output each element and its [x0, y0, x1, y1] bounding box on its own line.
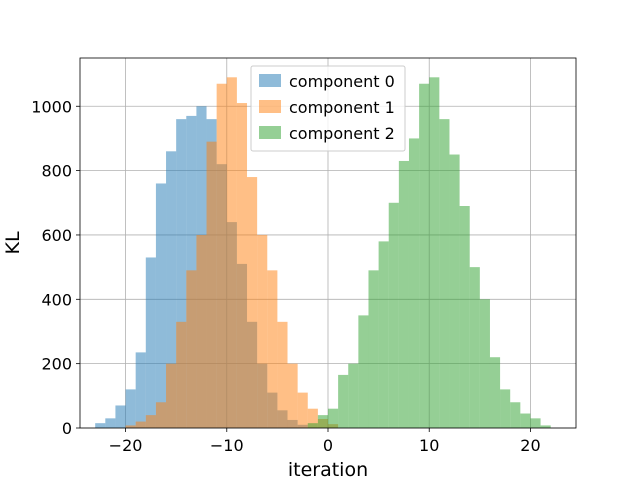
histogram-bar	[348, 363, 359, 428]
histogram-bar	[186, 270, 197, 428]
histogram-bar	[267, 270, 278, 428]
histogram-bar	[540, 425, 551, 428]
histogram-bar	[226, 77, 237, 428]
histogram-bar	[166, 363, 177, 428]
histogram-bar	[155, 183, 167, 428]
histogram-bar	[469, 267, 480, 428]
histogram-bar	[247, 177, 258, 428]
y-tick-label: 800	[41, 162, 72, 181]
histogram-bar	[338, 374, 349, 428]
histogram-bar	[105, 418, 116, 428]
histogram-bar	[408, 138, 420, 428]
histogram-bar	[398, 160, 409, 428]
histogram-bar	[500, 389, 511, 428]
legend-box	[250, 65, 406, 152]
x-tick-label: 0	[323, 436, 333, 455]
histogram-bar	[277, 321, 288, 428]
histogram-bar	[520, 413, 531, 428]
x-tick-label: 20	[520, 436, 540, 455]
histogram-bar	[257, 234, 268, 428]
histogram-bar	[135, 352, 146, 428]
series-2-bars	[307, 77, 551, 429]
histogram-bar	[368, 270, 379, 428]
histogram-bar	[125, 425, 136, 428]
x-tick-label: 10	[419, 436, 439, 455]
histogram-bar	[95, 423, 106, 428]
histogram-bar	[479, 299, 490, 428]
legend-label: component 2	[289, 124, 395, 143]
histogram-bar	[378, 241, 389, 428]
legend-label: component 1	[289, 98, 395, 117]
y-axis-label: KL	[2, 231, 24, 254]
histogram-bar	[236, 103, 248, 428]
histogram-bar	[115, 405, 126, 428]
histogram-bar	[125, 389, 136, 428]
x-tick-label: −20	[109, 436, 143, 455]
histogram-bar	[449, 154, 460, 429]
y-tick-label: 200	[41, 355, 72, 374]
histogram-bar	[328, 408, 339, 428]
y-tick-label: 600	[41, 226, 72, 245]
histogram-bar	[530, 418, 541, 428]
histogram-bar	[439, 119, 450, 428]
histogram-bars	[95, 77, 551, 429]
histogram-bar	[459, 206, 470, 428]
histogram-bar	[166, 151, 177, 428]
legend-swatch	[259, 100, 281, 113]
histogram-bar	[317, 415, 328, 428]
legend-swatch	[259, 74, 281, 87]
histogram-bar	[206, 141, 217, 429]
histogram-bar	[287, 363, 298, 428]
histogram-bar	[358, 315, 369, 428]
histogram-bar	[388, 202, 399, 428]
histogram-bar	[307, 423, 318, 428]
histogram-bar	[419, 83, 430, 428]
histogram-bar	[155, 402, 167, 428]
histogram-bar	[196, 234, 207, 428]
x-tick-label: −10	[210, 436, 244, 455]
y-tick-label: 0	[62, 419, 72, 438]
y-tick-label: 400	[41, 290, 72, 309]
legend-swatch	[259, 126, 281, 139]
y-tick-label: 1000	[31, 97, 72, 116]
histogram-bar	[307, 408, 318, 428]
histogram-bar	[176, 321, 187, 428]
histogram-bar	[145, 257, 156, 428]
legend-label: component 0	[289, 72, 395, 91]
histogram-bar	[297, 392, 308, 428]
histogram-bar	[145, 415, 156, 428]
histogram-bar	[216, 83, 227, 428]
histogram-bar	[429, 77, 440, 428]
x-axis-label: iteration	[288, 459, 368, 480]
histogram-bar	[135, 421, 146, 428]
legend: component 0 component 1 component 2	[250, 65, 406, 152]
histogram-bar	[510, 402, 521, 428]
histogram-bar	[489, 357, 501, 428]
histogram-bar	[176, 119, 187, 428]
